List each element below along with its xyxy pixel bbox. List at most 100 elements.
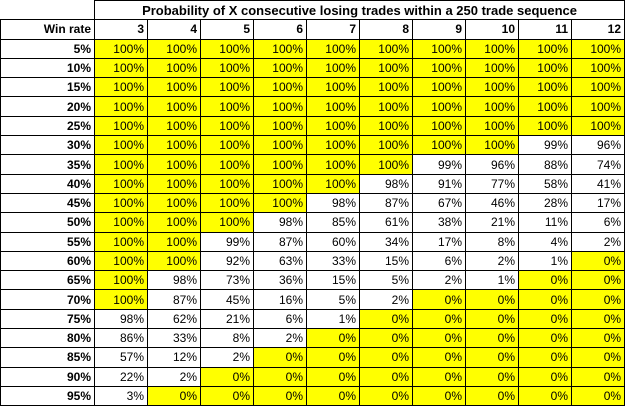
probability-cell: 0% xyxy=(306,366,360,387)
probability-cell: 1% xyxy=(306,308,360,330)
probability-cell: 100% xyxy=(306,57,360,79)
probability-cell: 0% xyxy=(412,328,466,349)
probability-cell: 100% xyxy=(253,173,307,194)
probability-cell: 100% xyxy=(465,115,519,137)
probability-cell: 0% xyxy=(518,385,572,406)
probability-cell: 100% xyxy=(94,231,148,252)
probability-cell: 100% xyxy=(94,96,148,117)
probability-cell: 0% xyxy=(200,385,254,406)
probability-cell: 0% xyxy=(570,366,625,387)
probability-cell: 0% xyxy=(465,385,519,406)
probability-cell: 100% xyxy=(147,135,201,156)
data-row: 75% 98% 62% 21% 6% 1% 0% 0% 0% 0% 0% xyxy=(0,308,625,330)
probability-cell: 100% xyxy=(306,115,360,137)
probability-cell: 99% xyxy=(200,231,254,252)
probability-cell: 0% xyxy=(306,385,360,406)
probability-cell: 100% xyxy=(359,57,413,79)
probability-cell: 100% xyxy=(94,154,148,175)
probability-cell: 100% xyxy=(359,154,413,175)
data-row: 15% 100% 100% 100% 100% 100% 100% 100% 100% 100% 1… xyxy=(0,77,625,98)
data-row: 30% 100% 100% 100% 100% 100% 100% 100% 100% 99% 96… xyxy=(0,135,625,156)
row-label: 60% xyxy=(0,250,95,272)
probability-cell: 100% xyxy=(147,57,201,79)
column-header: 10 xyxy=(465,19,519,40)
data-row: 45% 100% 100% 100% 100% 98% 87% 67% 46% 28% 17% xyxy=(0,192,625,214)
probability-cell: 100% xyxy=(359,135,413,156)
probability-cell: 100% xyxy=(94,173,148,194)
probability-cell: 88% xyxy=(518,154,572,175)
probability-cell: 0% xyxy=(253,385,307,406)
row-label: 55% xyxy=(0,231,95,252)
probability-cell: 100% xyxy=(147,77,201,98)
probability-cell: 100% xyxy=(570,77,625,98)
row-label: 65% xyxy=(0,270,95,291)
probability-cell: 0% xyxy=(570,308,625,330)
data-row: 65% 100% 98% 73% 36% 15% 5% 2% 1% 0% 0% xyxy=(0,270,625,291)
probability-cell: 0% xyxy=(465,366,519,387)
probability-cell: 100% xyxy=(200,135,254,156)
probability-cell: 0% xyxy=(518,366,572,387)
probability-cell: 6% xyxy=(570,212,625,233)
row-label: 30% xyxy=(0,135,95,156)
probability-cell: 100% xyxy=(253,115,307,137)
probability-cell: 0% xyxy=(306,328,360,349)
probability-cell: 0% xyxy=(412,366,466,387)
probability-cell: 100% xyxy=(570,96,625,117)
probability-cell: 0% xyxy=(518,347,572,368)
probability-cell: 0% xyxy=(518,289,572,310)
data-row: 25% 100% 100% 100% 100% 100% 100% 100% 100% 100% 1… xyxy=(0,115,625,137)
probability-cell: 61% xyxy=(359,212,413,233)
probability-cell: 100% xyxy=(518,38,572,59)
probability-cell: 73% xyxy=(200,270,254,291)
probability-cell: 100% xyxy=(306,173,360,194)
probability-cell: 1% xyxy=(465,270,519,291)
probability-cell: 100% xyxy=(412,135,466,156)
probability-cell: 46% xyxy=(465,192,519,214)
column-header: 3 xyxy=(94,19,148,40)
row-label: 5% xyxy=(0,38,95,59)
probability-cell: 100% xyxy=(253,135,307,156)
column-header: 11 xyxy=(518,19,572,40)
probability-cell: 100% xyxy=(94,212,148,233)
probability-cell: 100% xyxy=(253,38,307,59)
probability-cell: 100% xyxy=(94,77,148,98)
probability-cell: 100% xyxy=(253,154,307,175)
probability-cell: 58% xyxy=(518,173,572,194)
probability-cell: 98% xyxy=(147,270,201,291)
probability-cell: 100% xyxy=(570,115,625,137)
probability-cell: 0% xyxy=(200,366,254,387)
probability-cell: 0% xyxy=(518,270,572,291)
probability-cell: 96% xyxy=(465,154,519,175)
data-row: 85% 57% 12% 2% 0% 0% 0% 0% 0% 0% 0% xyxy=(0,347,625,368)
header-row: Win rate 3 4 5 6 7 8 9 10 11 12 xyxy=(0,19,625,40)
probability-cell: 0% xyxy=(570,270,625,291)
data-row: 95% 3% 0% 0% 0% 0% 0% 0% 0% 0% 0% xyxy=(0,385,625,406)
data-row: 90% 22% 2% 0% 0% 0% 0% 0% 0% 0% 0% xyxy=(0,366,625,387)
probability-cell: 100% xyxy=(147,173,201,194)
table-title: Probability of X consecutive losing trad… xyxy=(93,0,625,21)
probability-cell: 0% xyxy=(465,308,519,330)
probability-cell: 8% xyxy=(465,231,519,252)
probability-cell: 2% xyxy=(200,347,254,368)
probability-cell: 0% xyxy=(359,328,413,349)
probability-cell: 36% xyxy=(253,270,307,291)
probability-cell: 5% xyxy=(306,289,360,310)
probability-cell: 6% xyxy=(412,250,466,272)
probability-cell: 16% xyxy=(253,289,307,310)
row-label: 15% xyxy=(0,77,95,98)
probability-cell: 0% xyxy=(518,308,572,330)
probability-cell: 63% xyxy=(253,250,307,272)
data-row: 55% 100% 100% 99% 87% 60% 34% 17% 8% 4% 2% xyxy=(0,231,625,252)
probability-cell: 85% xyxy=(306,212,360,233)
probability-cell: 8% xyxy=(200,328,254,349)
probability-cell: 100% xyxy=(465,135,519,156)
probability-cell: 0% xyxy=(412,289,466,310)
probability-cell: 100% xyxy=(94,270,148,291)
probability-cell: 100% xyxy=(147,192,201,214)
data-row: 35% 100% 100% 100% 100% 100% 100% 99% 96% 88% 74% xyxy=(0,154,625,175)
probability-cell: 0% xyxy=(570,250,625,272)
probability-cell: 98% xyxy=(359,173,413,194)
column-header: 12 xyxy=(570,19,625,40)
probability-cell: 100% xyxy=(200,38,254,59)
